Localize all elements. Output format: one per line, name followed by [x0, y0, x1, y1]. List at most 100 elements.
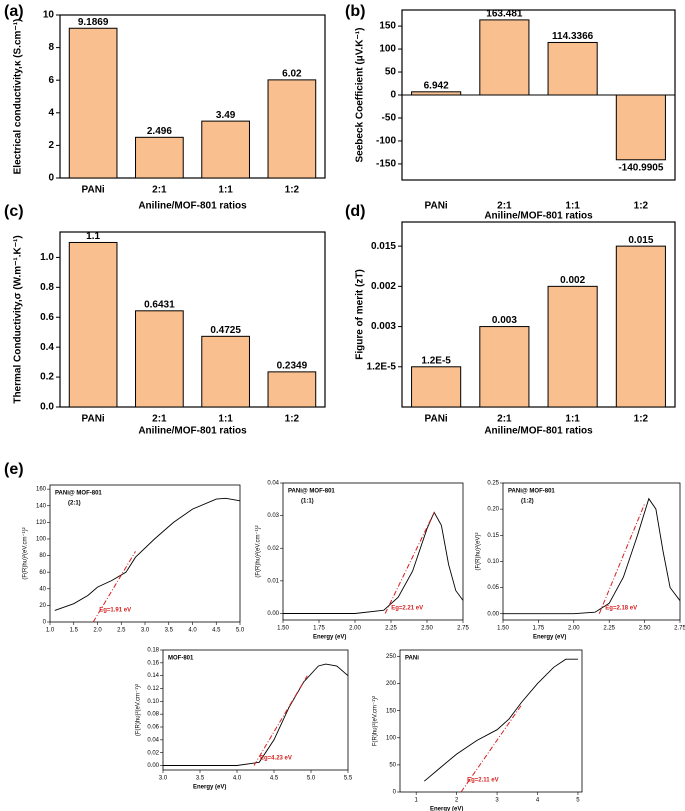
- value-label: 6.02: [282, 69, 302, 80]
- y-tick-label: 0.05: [487, 585, 499, 591]
- subplot-title: MOF-801: [168, 656, 194, 662]
- x-tick-label: 5.0: [307, 776, 316, 782]
- x-tick-label: 1: [415, 798, 419, 804]
- value-label: 114.3366: [552, 31, 594, 42]
- y-axis-label: (F(R)hυ)²(eV.cm⁻¹)²: [23, 527, 29, 579]
- y-tick-label: 100: [386, 735, 397, 741]
- y-tick-label: 80: [39, 553, 46, 559]
- tangent-line: [460, 705, 522, 793]
- x-tick-label: 5: [576, 798, 580, 804]
- y-tick-label: 0.10: [147, 699, 159, 705]
- x-tick-label: 2:1: [152, 414, 167, 425]
- y-axis-label: (F(R)hυ)²(eV.cm⁻¹)²: [256, 525, 262, 577]
- x-tick-label: 4.0: [188, 628, 197, 634]
- y-tick-label: 0.02: [147, 750, 159, 756]
- x-tick-label: 4: [536, 798, 540, 804]
- x-tick-label: 1:1: [218, 185, 233, 196]
- y-tick-label: 60: [39, 570, 46, 576]
- y-tick-label: 150: [386, 708, 397, 714]
- y-axis-label: (F(R)hυ)²(eV.cm⁻¹)²: [136, 684, 142, 736]
- value-label: 0.4725: [210, 325, 241, 336]
- x-tick-label: 2.50: [421, 626, 433, 632]
- y-tick-label: 0.06: [147, 725, 159, 731]
- bar: [201, 335, 250, 408]
- annotation: Eg=1.91 eV: [99, 608, 131, 614]
- bar: [135, 136, 184, 179]
- y-axis-label: Electrical conductivity,κ (S.cm⁻¹): [13, 19, 24, 175]
- x-tick-label: PANi: [82, 185, 105, 196]
- x-tick-label: 1:2: [285, 414, 300, 425]
- x-tick-label: 1:2: [634, 414, 649, 425]
- y-tick-label: 20: [39, 603, 46, 609]
- y-tick-label: 1.0: [40, 252, 54, 263]
- y-tick-label: 0: [393, 790, 397, 796]
- x-tick-label: 4.0: [233, 776, 242, 782]
- subplot-title: PANi: [405, 656, 419, 662]
- value-label: 0.2349: [277, 361, 308, 372]
- y-tick-label: 0.00: [487, 611, 499, 617]
- y-tick-label: 0.00: [267, 611, 279, 617]
- data-line: [503, 497, 681, 615]
- y-axis-label: F(R)hυ)²(eV.cm⁻¹)²: [373, 696, 379, 746]
- subplot-subtitle: (2:1): [68, 501, 81, 507]
- x-tick-label: 2.75: [457, 626, 469, 632]
- panel-label: (a): [4, 3, 24, 20]
- x-axis-label: Aniline/MOF-801 ratios: [138, 426, 247, 437]
- y-tick-label: 4: [48, 107, 54, 118]
- x-tick-label: 2: [455, 798, 459, 804]
- x-axis-label: Aniline/MOF-801 ratios: [484, 426, 593, 437]
- x-tick-label: PANi: [425, 414, 448, 425]
- panel-label: (e): [4, 461, 24, 478]
- subplot-title: PANi@ MOF-801: [288, 489, 335, 495]
- x-axis-label: Aniline/MOF-801 ratios: [484, 211, 593, 222]
- x-tick-label: 1.75: [533, 626, 545, 632]
- panel-label: (d): [345, 203, 365, 220]
- tangent-line: [92, 551, 136, 623]
- tangent-line: [598, 503, 646, 614]
- y-tick-label: 0: [390, 90, 396, 101]
- plot-frame: [502, 482, 681, 621]
- x-tick-label: 2.5: [117, 628, 126, 634]
- value-label: 0.015: [628, 235, 653, 246]
- x-tick-label: PANi: [425, 201, 448, 212]
- value-label: 163.481: [486, 9, 523, 20]
- subplot-title: PANi@ MOF-801: [55, 491, 102, 497]
- y-tick-label: 0.12: [147, 686, 159, 692]
- y-tick-label: 6: [48, 75, 54, 86]
- subplot-title: PANi@ MOF-801: [508, 489, 555, 495]
- y-tick-label: 0.003: [371, 321, 396, 332]
- y-tick-label: 0.4: [40, 342, 54, 353]
- y-tick-label: 40: [39, 586, 46, 592]
- x-tick-label: 2.00: [568, 626, 580, 632]
- x-tick-label: 2.25: [603, 626, 615, 632]
- y-tick-label: 0.16: [147, 660, 159, 666]
- x-tick-label: 2.00: [349, 626, 361, 632]
- data-line: [283, 511, 464, 614]
- value-label: 6.942: [424, 80, 449, 91]
- bar: [547, 41, 598, 96]
- plot-frame: [399, 649, 583, 793]
- y-tick-label: 0.6: [40, 312, 54, 323]
- plot-frame: [282, 482, 464, 621]
- tangent-line: [384, 512, 435, 614]
- x-axis-label: Energy (eV): [193, 785, 226, 791]
- plot-frame: [59, 14, 326, 179]
- bar: [68, 241, 118, 408]
- y-tick-label: 8: [48, 42, 54, 53]
- y-tick-label: 0: [48, 173, 54, 184]
- y-tick-label: 0.0: [40, 402, 54, 413]
- y-tick-label: 100: [36, 537, 47, 543]
- y-tick-label: -50: [382, 113, 397, 124]
- x-tick-label: 1.5: [70, 628, 79, 634]
- bar: [411, 366, 462, 408]
- y-tick-label: 0.14: [147, 673, 159, 679]
- tangent-line: [253, 675, 308, 766]
- x-tick-label: 1.50: [277, 626, 289, 632]
- value-label: -140.9905: [618, 162, 663, 173]
- bar: [135, 310, 184, 408]
- y-axis-label: (F(R)hυ)²(eV)²: [476, 533, 482, 571]
- value-label: 9.1869: [78, 17, 109, 28]
- x-tick-label: 2.50: [639, 626, 651, 632]
- x-tick-label: 3.0: [141, 628, 150, 634]
